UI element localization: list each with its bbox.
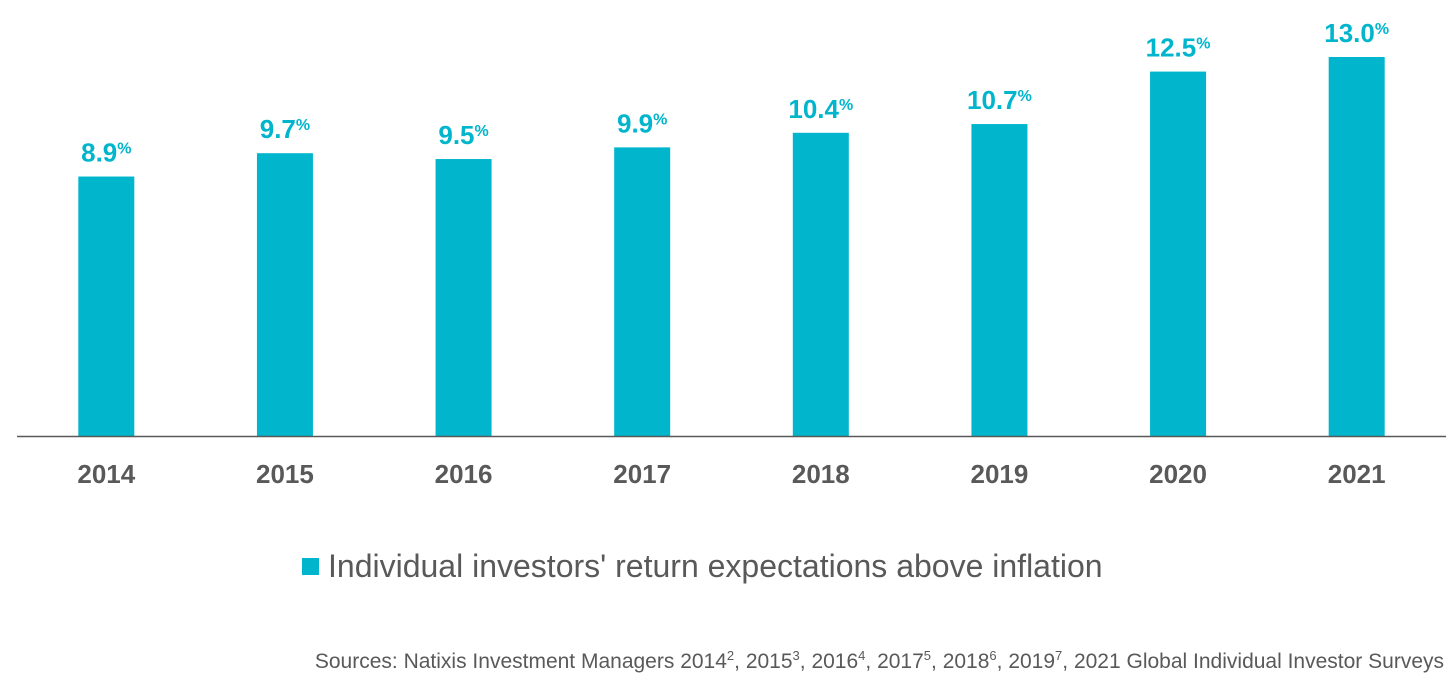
- sources-text: , 2015: [734, 650, 793, 673]
- sources-text: , 2017: [865, 650, 924, 673]
- footnote-ref: 5: [923, 648, 932, 663]
- bar-2014: [78, 176, 135, 436]
- sources-text: , 2018: [931, 650, 990, 673]
- legend-swatch: [302, 558, 319, 575]
- footnote-ref: 4: [858, 648, 866, 663]
- footnote-ref: 6: [989, 648, 997, 663]
- x-tick-label-2015: 2015: [256, 459, 314, 489]
- x-tick-label-2019: 2019: [971, 459, 1029, 489]
- bar-2016: [435, 159, 492, 437]
- footnote-ref: 3: [792, 648, 800, 663]
- sources-text: , 2016: [799, 650, 859, 673]
- bar-2019: [971, 124, 1028, 437]
- data-label-2018: 10.4%: [788, 94, 853, 124]
- x-tick-label-2014: 2014: [77, 459, 135, 489]
- data-label-2016: 9.5%: [438, 120, 488, 150]
- sources-text: , 2019: [996, 650, 1056, 673]
- legend: Individual investors' return expectation…: [302, 548, 1103, 585]
- x-tick-label-2021: 2021: [1328, 459, 1386, 489]
- sources-text: Sources: Natixis Investment Managers 201…: [314, 650, 727, 673]
- data-label-2019: 10.7%: [967, 85, 1032, 115]
- bar-2021: [1328, 57, 1385, 436]
- x-tick-label-2018: 2018: [792, 459, 850, 489]
- sources-note: Sources: Natixis Investment Managers 201…: [315, 648, 1444, 674]
- data-label-2021: 13.0%: [1324, 18, 1389, 48]
- bar-2020: [1150, 71, 1207, 437]
- legend-label: Individual investors' return expectation…: [328, 548, 1103, 584]
- sources-text: , 2021 Global Individual Investor Survey…: [1062, 650, 1444, 673]
- bar-2018: [792, 132, 849, 437]
- footnote-ref: 7: [1055, 648, 1063, 663]
- x-tick-label-2016: 2016: [435, 459, 493, 489]
- x-tick-label-2017: 2017: [613, 459, 671, 489]
- x-tick-label-2020: 2020: [1149, 459, 1207, 489]
- bar-chart: 8.9% 2014 9.7% 2015 9.5% 2016 9.9% 2017 10.4% 201…: [17, 18, 1446, 489]
- data-label-2014: 8.9%: [81, 138, 131, 168]
- bar-2017: [614, 147, 671, 436]
- bar-2015: [256, 153, 313, 436]
- footnote-ref: 2: [726, 648, 735, 663]
- data-label-2015: 9.7%: [260, 114, 310, 144]
- data-label-2020: 12.5%: [1146, 33, 1211, 63]
- data-label-2017: 9.9%: [617, 108, 667, 138]
